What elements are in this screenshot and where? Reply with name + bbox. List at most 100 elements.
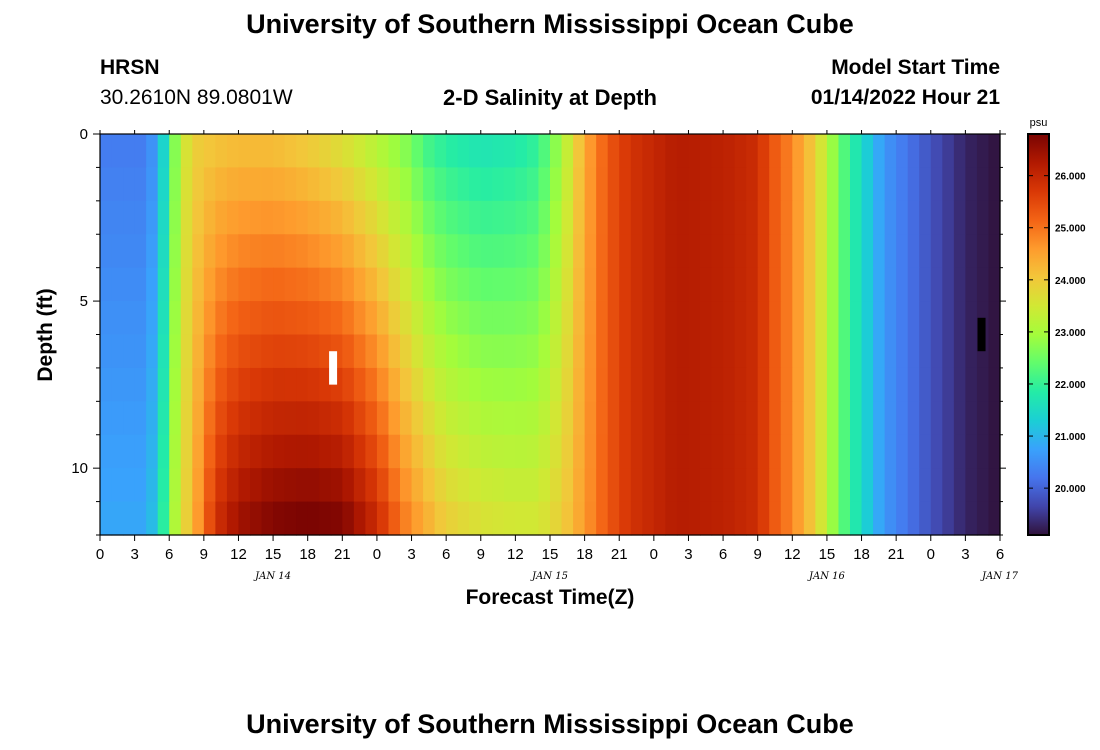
heatmap-cell [307, 301, 320, 336]
heatmap-cell [319, 134, 332, 169]
heatmap-cell [850, 401, 863, 436]
heatmap-cell [400, 401, 413, 436]
heatmap-cell [803, 200, 816, 235]
heatmap-cell [180, 234, 193, 269]
heatmap-cell [826, 501, 840, 536]
heatmap-cell [942, 167, 955, 202]
heatmap-cell [446, 200, 459, 235]
heatmap-cell [861, 367, 874, 402]
heatmap-cell [376, 501, 390, 536]
heatmap-cell [919, 134, 932, 169]
heatmap-cell [769, 200, 782, 235]
heatmap-cell [226, 267, 240, 302]
heatmap-cell [111, 334, 124, 369]
heatmap-cell [330, 200, 343, 235]
heatmap-cell [884, 434, 897, 469]
heatmap-cell [642, 367, 655, 402]
heatmap-cell [238, 401, 251, 436]
heatmap-cell [330, 301, 343, 336]
heatmap-cell [653, 401, 666, 436]
x-tick-label: 15 [819, 546, 836, 563]
heatmap-cell [838, 367, 851, 402]
heatmap-cell [434, 200, 447, 235]
heatmap-cell [792, 234, 805, 269]
heatmap-cell [711, 301, 724, 336]
y-tick-label: 0 [80, 126, 88, 143]
heatmap-cell [700, 301, 713, 336]
heatmap-cell [134, 468, 147, 503]
heatmap-cell [769, 267, 782, 302]
heatmap-cell [942, 200, 955, 235]
heatmap-cell [226, 367, 240, 402]
heatmap-cell [376, 468, 390, 503]
heatmap-cell [342, 334, 355, 369]
heatmap-cell [584, 401, 597, 436]
heatmap-cell [953, 501, 966, 536]
heatmap-cell [169, 267, 182, 302]
heatmap-cell [296, 301, 309, 336]
heatmap-cell [203, 267, 216, 302]
heatmap-cell [238, 301, 251, 336]
heatmap-cell [123, 200, 136, 235]
heatmap-cell [642, 301, 655, 336]
heatmap-cell [723, 501, 736, 536]
heatmap-cell [861, 334, 874, 369]
heatmap-cell [134, 501, 147, 536]
heatmap-cell [250, 301, 263, 336]
heatmap-cell [307, 367, 320, 402]
heatmap-cell [561, 200, 574, 235]
heatmap-cell [365, 367, 378, 402]
heatmap-cell [665, 401, 678, 436]
heatmap-cell [423, 401, 436, 436]
heatmap-cell [815, 200, 828, 235]
heatmap-cell [203, 234, 216, 269]
heatmap-cell [596, 334, 609, 369]
heatmap-cell [561, 501, 574, 536]
heatmap-cell [630, 468, 643, 503]
heatmap-cell [676, 501, 690, 536]
heatmap-cell [157, 367, 170, 402]
heatmap-cell [584, 234, 597, 269]
heatmap-cell [884, 167, 897, 202]
heatmap-cell [180, 367, 193, 402]
heatmap-cell [400, 200, 413, 235]
heatmap-cell [157, 501, 170, 536]
heatmap-cell [953, 134, 966, 169]
heatmap-cell [469, 301, 482, 336]
heatmap-cell [642, 267, 655, 302]
heatmap-cell [780, 234, 793, 269]
heatmap-cell [538, 200, 551, 235]
heatmap-cell [607, 334, 620, 369]
heatmap-cell [711, 234, 724, 269]
heatmap-cell [526, 267, 540, 302]
heatmap-cell [146, 267, 159, 302]
heatmap-cell [365, 468, 378, 503]
heatmap-cell [400, 367, 413, 402]
heatmap-cell [942, 501, 955, 536]
heatmap-cell [400, 468, 413, 503]
heatmap-cell [469, 267, 482, 302]
heatmap-cell [469, 134, 482, 169]
heatmap-cell [619, 434, 632, 469]
heatmap-cell [653, 267, 666, 302]
heatmap-cell [826, 401, 840, 436]
heatmap-cell [492, 234, 505, 269]
heatmap-cell [365, 267, 378, 302]
heatmap-cell [100, 334, 113, 369]
heatmap-cell [273, 267, 286, 302]
heatmap-cell [296, 334, 309, 369]
heatmap-cell [365, 200, 378, 235]
heatmap-cell [780, 267, 793, 302]
colorbar-gradient [1027, 133, 1050, 536]
x-tick-label: 6 [996, 546, 1004, 563]
heatmap-cell [988, 468, 1001, 503]
heatmap-cell [226, 167, 240, 202]
heatmap-cell [688, 200, 701, 235]
heatmap-cell [757, 134, 770, 169]
heatmap-cell [538, 234, 551, 269]
heatmap-cell [238, 234, 251, 269]
heatmap-cell [307, 334, 320, 369]
heatmap-cell [180, 200, 193, 235]
heatmap-cell [411, 301, 424, 336]
heatmap-cell [688, 434, 701, 469]
